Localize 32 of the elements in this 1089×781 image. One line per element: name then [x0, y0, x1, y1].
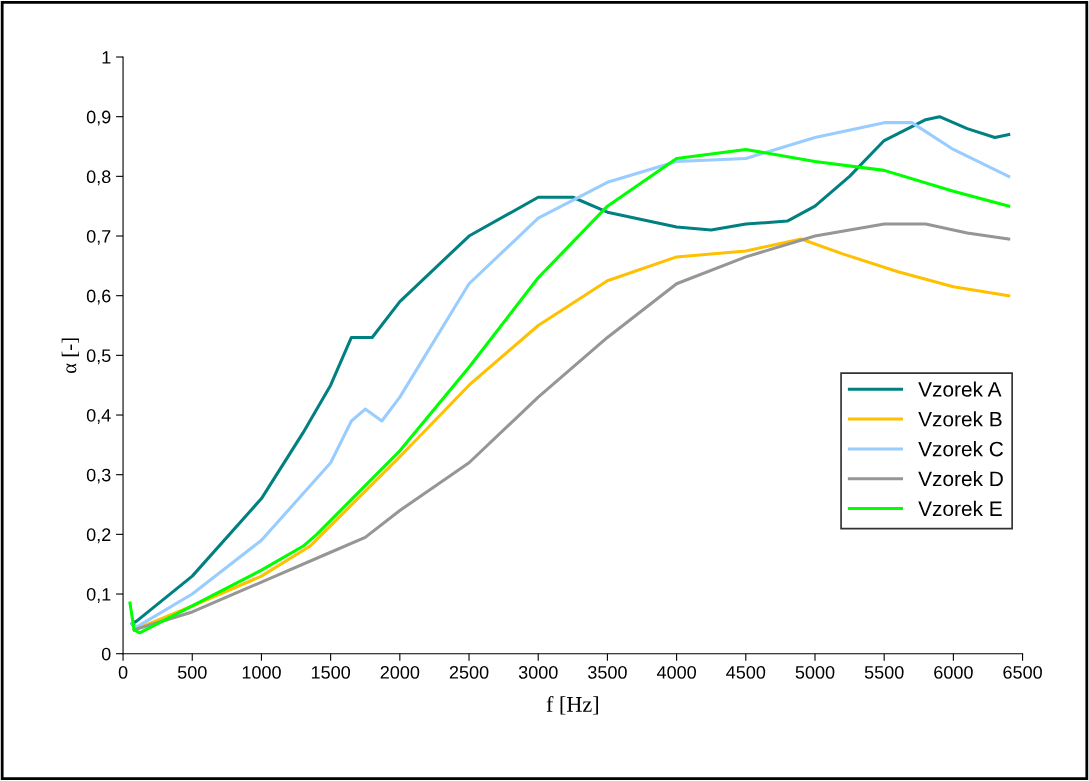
x-tick-label: 0 [118, 665, 128, 679]
y-tick-label: 0,3 [86, 468, 111, 484]
x-tick-label: 4000 [656, 665, 696, 679]
y-tick-label: 0,5 [86, 349, 111, 365]
y-tick-label: 1 [102, 51, 111, 64]
y-tick-label: 0,7 [86, 229, 111, 245]
x-tick-label: 1000 [242, 665, 281, 679]
y-tick-label: 0,6 [86, 289, 111, 305]
x-tick-label: 6500 [1003, 665, 1042, 679]
x-tick-label: 4500 [726, 665, 766, 679]
x-tick-label: 5000 [795, 665, 835, 679]
x-tick-label: 6000 [934, 665, 973, 679]
x-tick-label: 2000 [380, 665, 420, 679]
x-tick-label: 500 [177, 665, 207, 679]
y-tick-label: 0,1 [86, 587, 111, 603]
x-tick-label: 3500 [588, 665, 627, 679]
x-tick-label: 5500 [864, 665, 904, 679]
y-tick-label: 0,4 [86, 408, 111, 424]
legend-label: Vzorek B [918, 411, 1002, 427]
y-tick-label: 0,2 [86, 528, 111, 544]
legend-label: Vzorek C [918, 441, 1004, 457]
x-tick-label: 3000 [518, 665, 558, 679]
y-tick-label: 0 [101, 647, 111, 661]
x-tick-label: 1500 [311, 665, 351, 679]
y-tick-label: 0,8 [86, 170, 111, 186]
y-tick-label: 0,9 [86, 110, 111, 126]
legend-label: Vzorek E [918, 500, 1002, 517]
legend-label: Vzorek A [918, 381, 1002, 397]
x-axis-title: f [Hz] [546, 696, 598, 715]
x-tick-label: 2500 [449, 665, 489, 679]
y-axis-title: α [-] [61, 338, 79, 374]
legend-label: Vzorek D [918, 470, 1003, 487]
